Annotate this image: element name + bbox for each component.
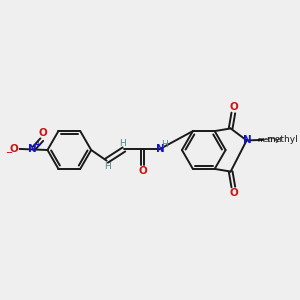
Text: O: O — [39, 128, 48, 138]
Text: N: N — [28, 144, 37, 154]
Text: O: O — [229, 188, 238, 198]
Text: +: + — [34, 140, 41, 149]
Text: N: N — [156, 144, 164, 154]
Text: −: − — [5, 148, 12, 158]
Text: methyl: methyl — [266, 135, 298, 144]
Text: H: H — [161, 140, 168, 148]
Text: O: O — [229, 102, 238, 112]
Text: methyl: methyl — [263, 139, 268, 140]
Text: O: O — [138, 166, 147, 176]
Text: methyl: methyl — [258, 137, 282, 143]
Text: H: H — [119, 139, 126, 148]
Text: methyl: methyl — [265, 139, 270, 140]
Text: H: H — [104, 162, 111, 171]
Text: O: O — [9, 144, 18, 154]
Text: N: N — [242, 135, 251, 146]
